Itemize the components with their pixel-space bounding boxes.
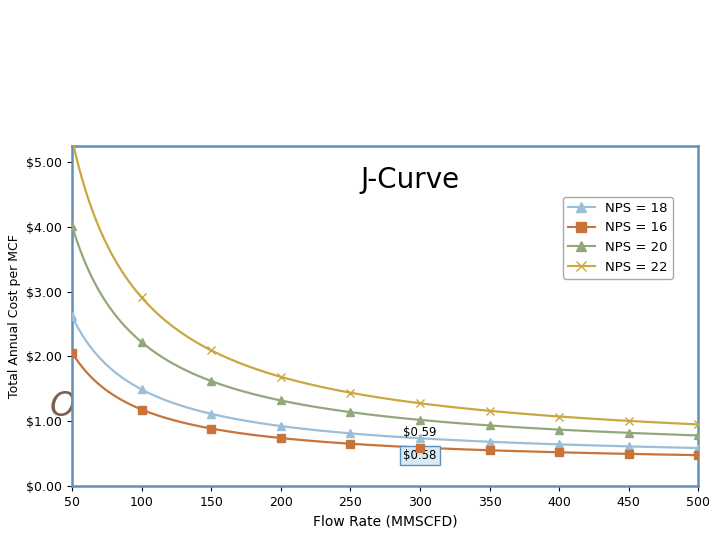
Text: One Segment Network: One Segment Network [50,389,429,423]
Text: $0.59: $0.59 [403,427,437,440]
Y-axis label: Total Annual Cost per MCF: Total Annual Cost per MCF [8,234,21,398]
Legend: NPS = 18, NPS = 16, NPS = 20, NPS = 22: NPS = 18, NPS = 16, NPS = 20, NPS = 22 [563,197,673,279]
Text: $0.58: $0.58 [403,449,437,462]
Text: J-Curve: J-Curve [361,166,460,194]
X-axis label: Flow Rate (MMSCFD): Flow Rate (MMSCFD) [313,514,457,528]
